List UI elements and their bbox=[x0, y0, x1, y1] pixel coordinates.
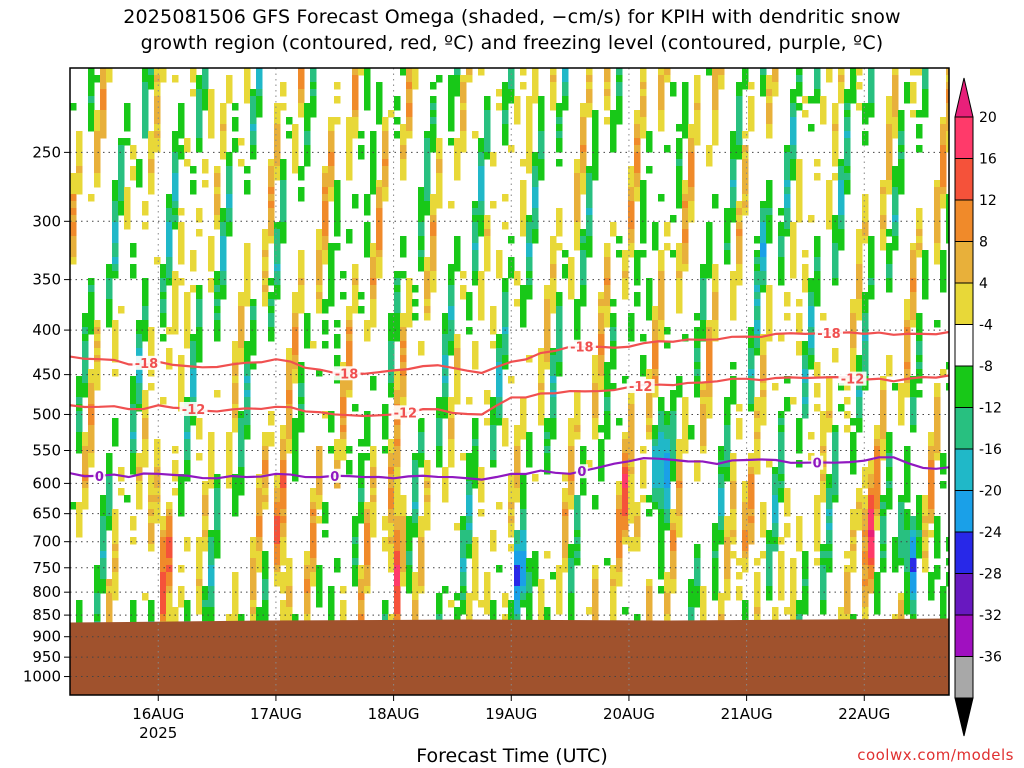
colorbar-swatch bbox=[954, 199, 974, 242]
x-tick-label: 21AUG bbox=[721, 705, 773, 723]
colorbar-swatch bbox=[954, 656, 974, 699]
y-tick-label: 1000 bbox=[23, 668, 61, 686]
contour-label: -18 bbox=[817, 327, 841, 342]
chart-title-line-2: growth region (contoured, red, ºC) and f… bbox=[140, 32, 884, 54]
colorbar-label: 20 bbox=[979, 110, 997, 126]
y-tick-label: 400 bbox=[32, 321, 61, 339]
contour-label-background bbox=[332, 366, 361, 381]
contour-label: -12 bbox=[841, 373, 865, 388]
contour-label: -12 bbox=[394, 406, 418, 421]
colorbar-label: -28 bbox=[979, 567, 1002, 583]
contour-label-background bbox=[575, 464, 588, 479]
contour-label: 0 bbox=[330, 470, 339, 485]
x-tick-label: 17AUG bbox=[250, 705, 302, 723]
plot-frame bbox=[69, 67, 950, 696]
site-credit: coolwx.com/models bbox=[857, 746, 1014, 764]
colorbar-label: -16 bbox=[979, 442, 1002, 458]
contour-label-background bbox=[179, 401, 208, 416]
colorbar-swatch bbox=[954, 324, 974, 367]
colorbar-label: -8 bbox=[979, 359, 993, 375]
colorbar-label: 8 bbox=[979, 235, 988, 251]
contour-line bbox=[70, 374, 949, 418]
y-tick-label: 800 bbox=[32, 583, 61, 601]
contour-label-background bbox=[814, 326, 843, 341]
y-tick-label: 950 bbox=[32, 648, 61, 666]
colorbar-label: -32 bbox=[979, 608, 1002, 624]
x-tick-label: 19AUG bbox=[485, 705, 537, 723]
colorbar-swatch bbox=[954, 614, 974, 657]
colorbar-label: 16 bbox=[979, 152, 997, 168]
y-tick-label: 500 bbox=[32, 405, 61, 423]
y-tick-label: 250 bbox=[32, 143, 61, 161]
x-year-label: 2025 bbox=[139, 724, 177, 742]
y-tick-label: 550 bbox=[32, 442, 61, 460]
contour-label-background bbox=[838, 371, 867, 386]
y-tick-label: 750 bbox=[32, 559, 61, 577]
contour-label-background bbox=[567, 339, 596, 354]
contour-label-background bbox=[93, 468, 106, 483]
x-tick-label: 18AUG bbox=[368, 705, 420, 723]
contour-label: 0 bbox=[813, 457, 822, 472]
y-tick-label: 350 bbox=[32, 271, 61, 289]
y-tick-label: 600 bbox=[32, 474, 61, 492]
y-tick-label: 300 bbox=[32, 212, 61, 230]
colorbar-swatch bbox=[954, 531, 974, 574]
colorbar-swatch bbox=[954, 116, 974, 159]
colorbar-label: 12 bbox=[979, 193, 997, 209]
colorbar-swatch bbox=[954, 158, 974, 201]
ground-terrain bbox=[70, 618, 949, 695]
colorbar-swatch bbox=[954, 573, 974, 616]
colorbar-label: -12 bbox=[979, 401, 1002, 417]
y-tick-label: 900 bbox=[32, 628, 61, 646]
contour-label: 0 bbox=[577, 465, 586, 480]
contour-label: -18 bbox=[335, 367, 359, 382]
contour-label-background bbox=[132, 355, 161, 370]
colorbar-label: -4 bbox=[979, 318, 993, 334]
contour-label-background bbox=[391, 405, 420, 420]
colorbar-swatch bbox=[954, 448, 974, 491]
x-axis-title: Forecast Time (UTC) bbox=[416, 745, 608, 767]
chart-title-line-1: 2025081506 GFS Forecast Omega (shaded, −… bbox=[123, 6, 901, 28]
colorbar-label: -24 bbox=[979, 525, 1002, 541]
contour-label: -12 bbox=[629, 380, 653, 395]
colorbar-swatch bbox=[954, 282, 974, 325]
contour-label-background bbox=[811, 455, 824, 470]
contour-line bbox=[70, 330, 949, 375]
colorbar-bottom-arrow bbox=[954, 697, 974, 737]
x-tick-label: 22AUG bbox=[838, 705, 890, 723]
y-tick-label: 700 bbox=[32, 533, 61, 551]
y-tick-label: 650 bbox=[32, 505, 61, 523]
contour-label: -18 bbox=[570, 341, 594, 356]
contour-line bbox=[70, 456, 949, 481]
colorbar-label: 4 bbox=[979, 276, 988, 292]
colorbar-swatch bbox=[954, 407, 974, 450]
contour-label: 0 bbox=[95, 470, 104, 485]
colorbar-swatch bbox=[954, 490, 974, 533]
contour-label-background bbox=[626, 379, 655, 394]
x-tick-label: 20AUG bbox=[603, 705, 655, 723]
colorbar-label: -36 bbox=[979, 650, 1002, 666]
y-tick-label: 450 bbox=[32, 366, 61, 384]
x-tick-label: 16AUG bbox=[132, 705, 184, 723]
contour-label: -12 bbox=[182, 403, 206, 418]
contour-label: -18 bbox=[135, 357, 159, 372]
y-tick-label: 850 bbox=[32, 606, 61, 624]
colorbar-top-arrow bbox=[954, 77, 974, 118]
contour-label-background bbox=[328, 468, 341, 483]
colorbar-label: -20 bbox=[979, 484, 1002, 500]
colorbar-swatch bbox=[954, 365, 974, 408]
colorbar-swatch bbox=[954, 241, 974, 284]
